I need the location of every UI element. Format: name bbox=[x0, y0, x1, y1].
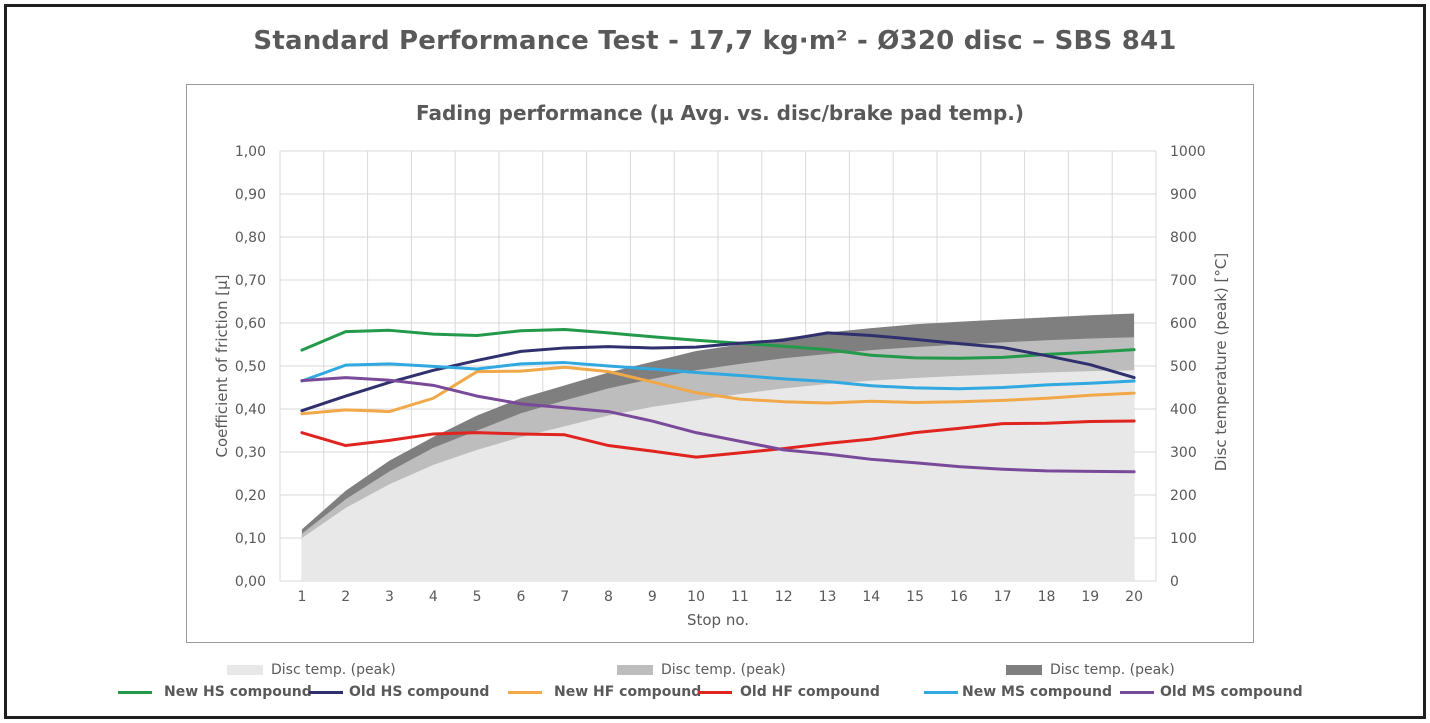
y-tick-label: 0,30 bbox=[235, 445, 266, 461]
x-tick-label: 13 bbox=[819, 589, 837, 605]
y-tick-label: 0,10 bbox=[235, 531, 266, 547]
y2-tick-label: 1000 bbox=[1170, 144, 1206, 160]
disc-temp-area bbox=[301, 370, 1135, 581]
x-tick-label: 19 bbox=[1081, 589, 1099, 605]
y2-tick-label: 300 bbox=[1170, 445, 1197, 461]
legend-old-hf: Old HF compound bbox=[698, 684, 880, 700]
y-tick-label: 0,50 bbox=[235, 359, 266, 375]
legend-new-hs-swatch bbox=[118, 690, 152, 694]
x-tick-label: 9 bbox=[648, 589, 657, 605]
series-line-old-ms-compound bbox=[300, 376, 1136, 474]
x-tick-label: 6 bbox=[516, 589, 525, 605]
y-tick-label: 0,40 bbox=[235, 402, 266, 418]
legend-new-ms: New MS compound bbox=[924, 684, 1112, 700]
x-tick-label: 15 bbox=[906, 589, 924, 605]
legend-old-ms-swatch bbox=[1120, 690, 1154, 694]
y-tick-label: 0,00 bbox=[235, 574, 266, 590]
legend-line-row: New HS compound Old HS compound New HF c… bbox=[0, 684, 1430, 706]
legend-area-2-label: Disc temp. (peak) bbox=[661, 662, 786, 678]
y2-tick-label: 600 bbox=[1170, 316, 1197, 332]
legend-old-hf-swatch bbox=[698, 690, 732, 694]
legend-area-1-label: Disc temp. (peak) bbox=[271, 662, 396, 678]
series-line-old-hf-compound bbox=[300, 419, 1136, 459]
x-tick-label: 10 bbox=[687, 589, 705, 605]
legend-old-ms-label: Old MS compound bbox=[1160, 684, 1303, 700]
series-line-new-ms-compound bbox=[300, 361, 1136, 391]
x-tick-label: 20 bbox=[1125, 589, 1143, 605]
y-tick-label: 0,90 bbox=[235, 187, 266, 203]
y2-tick-label: 200 bbox=[1170, 488, 1197, 504]
legend-area-3-label: Disc temp. (peak) bbox=[1050, 662, 1175, 678]
x-tick-label: 7 bbox=[560, 589, 569, 605]
legend-area-3: Disc temp. (peak) bbox=[1006, 662, 1175, 678]
legend-area-row: Disc temp. (peak) Disc temp. (peak) Disc… bbox=[0, 662, 1430, 684]
legend-old-hs: Old HS compound bbox=[309, 684, 489, 700]
series-line-new-hf-compound bbox=[300, 365, 1136, 416]
x-tick-label: 16 bbox=[950, 589, 968, 605]
series-line-new-hs-compound bbox=[300, 327, 1136, 360]
legend-area-3-swatch bbox=[1006, 665, 1042, 675]
main-title: Standard Performance Test - 17,7 kg·m² -… bbox=[253, 26, 1177, 56]
x-tick-label: 2 bbox=[341, 589, 350, 605]
legend-area-1: Disc temp. (peak) bbox=[227, 662, 396, 678]
x-tick-label: 3 bbox=[385, 589, 394, 605]
y2-tick-label: 100 bbox=[1170, 531, 1197, 547]
legend-new-ms-swatch bbox=[924, 690, 958, 694]
y-tick-label: 0,80 bbox=[235, 230, 266, 246]
legend-new-hf-swatch bbox=[508, 690, 542, 694]
y2-axis-title: Disc temperature (peak) [°C] bbox=[1212, 253, 1230, 471]
legend-old-hf-label: Old HF compound bbox=[740, 684, 880, 700]
legend-new-hf: New HF compound bbox=[508, 684, 701, 700]
x-tick-label: 1 bbox=[297, 589, 306, 605]
y2-tick-label: 400 bbox=[1170, 402, 1197, 418]
y2-tick-label: 500 bbox=[1170, 359, 1197, 375]
legend-new-hf-label: New HF compound bbox=[554, 684, 702, 700]
x-tick-label: 8 bbox=[604, 589, 613, 605]
x-tick-label: 4 bbox=[429, 589, 438, 605]
series-line-old-hs-compound bbox=[300, 331, 1136, 413]
legend-new-hs: New HS compound bbox=[118, 684, 312, 700]
y-tick-label: 0,60 bbox=[235, 316, 266, 332]
x-tick-label: 12 bbox=[775, 589, 793, 605]
chart-title: Fading performance (μ Avg. vs. disc/brak… bbox=[416, 101, 1024, 125]
legend-area-1-swatch bbox=[227, 665, 263, 675]
y-axis-title: Coefficient of friction [μ] bbox=[213, 274, 231, 457]
x-axis-title: Stop no. bbox=[687, 611, 749, 629]
y-tick-label: 0,70 bbox=[235, 273, 266, 289]
legend-area-2: Disc temp. (peak) bbox=[617, 662, 786, 678]
y2-tick-label: 900 bbox=[1170, 187, 1197, 203]
x-tick-label: 18 bbox=[1038, 589, 1056, 605]
legend-old-hs-swatch bbox=[309, 690, 343, 694]
x-tick-label: 14 bbox=[862, 589, 880, 605]
x-tick-label: 5 bbox=[473, 589, 482, 605]
legend-area-2-swatch bbox=[617, 665, 653, 675]
x-tick-label: 17 bbox=[994, 589, 1012, 605]
y-tick-label: 1,00 bbox=[235, 144, 266, 160]
y2-tick-label: 800 bbox=[1170, 230, 1197, 246]
y2-tick-label: 700 bbox=[1170, 273, 1197, 289]
legend-new-hs-label: New HS compound bbox=[164, 684, 312, 700]
y2-tick-label: 0 bbox=[1170, 574, 1179, 590]
legend-old-ms: Old MS compound bbox=[1120, 684, 1303, 700]
x-tick-label: 11 bbox=[731, 589, 749, 605]
y-tick-label: 0,20 bbox=[235, 488, 266, 504]
legend-new-ms-label: New MS compound bbox=[962, 684, 1113, 700]
legend-old-hs-label: Old HS compound bbox=[349, 684, 490, 700]
